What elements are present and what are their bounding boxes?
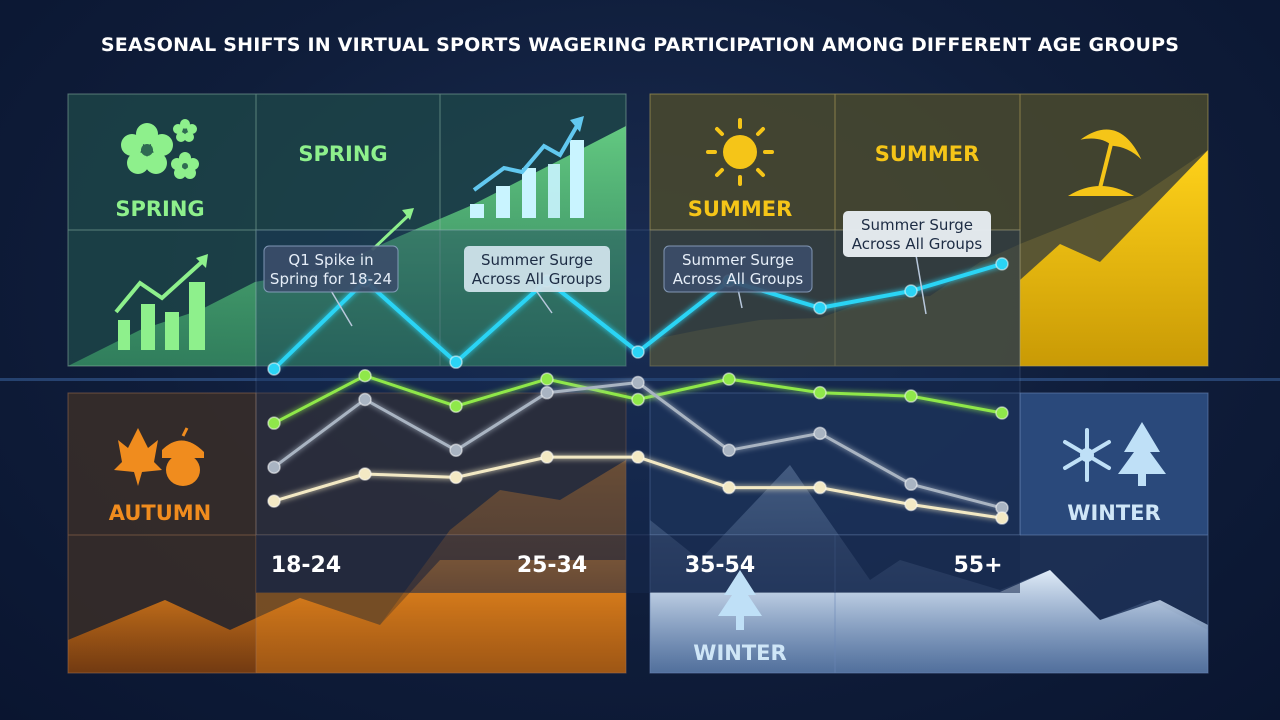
pine-tree-icon-bottom — [718, 570, 762, 630]
series-1-point-0 — [267, 416, 281, 430]
series-2-point-7 — [904, 477, 918, 491]
summer-icon-label: SUMMER — [688, 197, 793, 221]
series-3-point-7 — [904, 497, 918, 512]
callout-summer-surge-2: Summer Surge Across All Groups — [663, 245, 813, 309]
series-3-point-8 — [995, 511, 1009, 525]
series-1-point-6 — [813, 385, 827, 400]
series-0-point-8 — [995, 257, 1009, 271]
callout-q1-line1: Q1 Spike in — [288, 251, 373, 269]
series-3-point-6 — [813, 480, 827, 495]
summer-header: SUMMER — [875, 142, 980, 166]
callout-surge-2-line2: Across All Groups — [673, 270, 804, 288]
series-2-point-5 — [722, 443, 736, 458]
callout-surge-3-line2: Across All Groups — [852, 235, 983, 253]
callout-surge-1-line1: Summer Surge — [481, 251, 593, 269]
category-label-2: 35-54 — [685, 553, 755, 578]
series-0-point-4 — [631, 345, 645, 359]
series-2-point-2 — [449, 443, 463, 458]
pine-tree-icon — [1118, 422, 1166, 486]
spring-area — [68, 126, 626, 366]
summer-area — [1020, 150, 1208, 366]
series-2-point-3 — [540, 385, 554, 400]
series-2-point-4 — [631, 375, 645, 390]
flower-icon — [121, 119, 199, 179]
category-band — [256, 535, 1020, 593]
series-1-point-8 — [995, 406, 1009, 420]
series-3-point-0 — [267, 494, 281, 508]
callout-summer-surge-1: Summer Surge Across All Groups — [464, 246, 610, 314]
series-1-point-1 — [358, 368, 372, 383]
series-0-point-7 — [904, 284, 918, 298]
series-0-point-2 — [449, 355, 463, 369]
callout-q1-spike: Q1 Spike in Spring for 18-24 — [263, 245, 399, 327]
category-label-1: 25-34 — [517, 553, 587, 578]
series-3-point-3 — [540, 450, 554, 464]
autumn-label: AUTUMN — [109, 501, 212, 525]
sun-icon — [706, 118, 774, 186]
callout-summer-surge-3: Summer Surge Across All Groups — [843, 211, 991, 315]
series-3-point-5 — [722, 480, 736, 495]
chart-title: SEASONAL SHIFTS IN VIRTUAL SPORTS WAGERI… — [100, 34, 1180, 56]
snowflake-icon — [1063, 428, 1111, 482]
series-3-point-1 — [358, 467, 372, 481]
series-1-point-2 — [449, 399, 463, 413]
series-2-point-0 — [267, 460, 281, 474]
winter-label: WINTER — [1067, 501, 1160, 525]
series-0-point-0 — [267, 362, 281, 376]
category-label-3: 55+ — [953, 553, 1002, 578]
series-1-point-4 — [631, 392, 645, 407]
series-2-point-6 — [813, 426, 827, 441]
series-1-point-7 — [904, 389, 918, 403]
series-3-point-2 — [449, 470, 463, 485]
series-2-point-1 — [358, 392, 372, 407]
trend-chart-icon — [370, 116, 584, 252]
callout-surge-1-line2: Across All Groups — [472, 270, 603, 288]
series-1-point-5 — [722, 372, 736, 386]
series-0-point-6 — [813, 301, 827, 315]
growth-bars-icon — [114, 254, 208, 350]
spring-header: SPRING — [298, 142, 387, 166]
leaf-acorn-icon — [114, 427, 204, 486]
beach-umbrella-icon — [1068, 129, 1142, 196]
spring-icon-label: SPRING — [115, 197, 204, 221]
winter-area — [650, 570, 1208, 673]
category-label-0: 18-24 — [271, 553, 341, 578]
callout-surge-2-line1: Summer Surge — [682, 251, 794, 269]
winter-bottom-label: WINTER — [693, 641, 786, 665]
callout-surge-3-line1: Summer Surge — [861, 216, 973, 234]
series-3-point-4 — [631, 450, 645, 464]
callout-q1-line2: Spring for 18-24 — [270, 270, 392, 288]
series-1-point-3 — [540, 372, 554, 386]
